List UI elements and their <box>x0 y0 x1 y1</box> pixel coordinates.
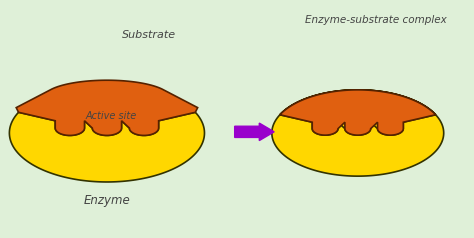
Text: Active site: Active site <box>86 111 137 121</box>
Text: Substrate: Substrate <box>122 30 176 40</box>
FancyArrow shape <box>235 123 274 141</box>
Polygon shape <box>280 90 436 135</box>
Polygon shape <box>16 80 198 135</box>
Polygon shape <box>272 90 444 176</box>
Text: Enzyme-substrate complex: Enzyme-substrate complex <box>305 15 447 25</box>
Polygon shape <box>9 84 204 182</box>
Text: Enzyme: Enzyme <box>83 194 130 207</box>
